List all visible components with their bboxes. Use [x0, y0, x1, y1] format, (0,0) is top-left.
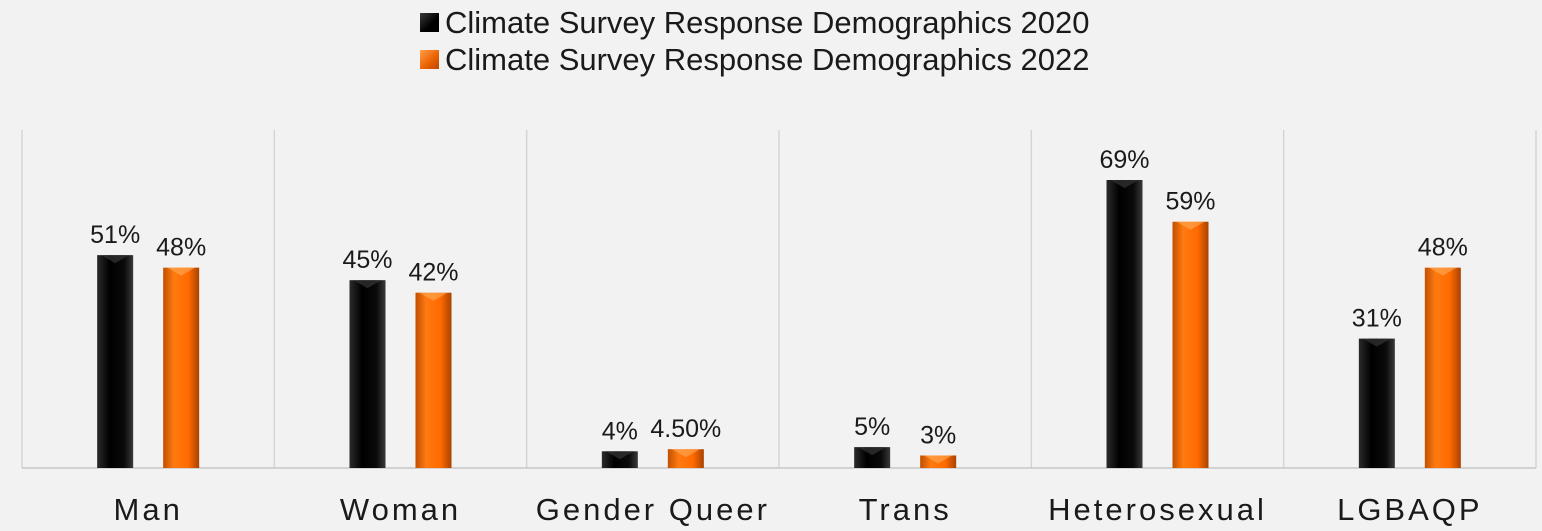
chart-legend: Climate Survey Response Demographics 202… [420, 4, 1089, 78]
data-label-2020: 31% [1352, 305, 1402, 333]
bar-2022[interactable] [1172, 221, 1209, 468]
bar-bevel [1362, 338, 1391, 347]
bar-2020[interactable] [349, 280, 386, 468]
data-label-2020: 51% [90, 221, 140, 249]
bar-bevel [924, 455, 953, 464]
bar-2020[interactable] [97, 255, 134, 468]
data-label-2022: 3% [920, 421, 956, 449]
data-label-2022: 42% [408, 259, 458, 287]
data-label-2020: 69% [1099, 146, 1149, 174]
category-label: Man [114, 492, 183, 527]
bar-bevel [167, 267, 196, 276]
legend-item-2022[interactable]: Climate Survey Response Demographics 202… [420, 41, 1089, 78]
bar-2020[interactable] [1106, 180, 1143, 468]
bar-2022[interactable] [163, 267, 200, 468]
bar-bevel [671, 449, 700, 458]
category-label: Heterosexual [1048, 492, 1267, 527]
legend-swatch-2022 [420, 50, 439, 69]
bar-2020[interactable] [601, 451, 638, 468]
bar-bevel [1176, 221, 1205, 230]
category-label: Trans [859, 492, 952, 527]
bar-2020[interactable] [1358, 338, 1395, 468]
legend-swatch-2020 [420, 13, 439, 32]
legend-label-2022: Climate Survey Response Demographics 202… [445, 42, 1090, 77]
bar-bevel [101, 255, 130, 264]
bar-2022[interactable] [415, 292, 452, 468]
bar-2022[interactable] [1424, 267, 1461, 468]
data-label-2020: 45% [342, 246, 392, 274]
category-label: Gender Queer [536, 492, 770, 527]
data-label-2022: 48% [156, 234, 206, 262]
legend-item-2020[interactable]: Climate Survey Response Demographics 202… [420, 4, 1089, 41]
data-label-2022: 59% [1165, 188, 1215, 216]
plot-area: 51% 48% Man 45% 42% Woman 4% 4.50% Gender Queer 5… [21, 130, 1537, 527]
data-label-2022: 4.50% [650, 415, 721, 443]
bar-bevel [605, 451, 634, 460]
data-label-2020: 4% [602, 417, 638, 445]
bar-2022[interactable] [667, 449, 704, 468]
legend-label-2020: Climate Survey Response Demographics 202… [445, 5, 1090, 40]
bar-bevel [858, 447, 887, 456]
data-label-2022: 48% [1418, 234, 1468, 262]
bar-bevel [353, 280, 382, 289]
data-label-2020: 5% [854, 413, 890, 441]
bar-bevel [1428, 267, 1457, 276]
bar-bevel [419, 292, 448, 301]
category-label: Woman [340, 492, 461, 527]
category-label: LGBAQP [1337, 492, 1483, 527]
bar-bevel [1110, 180, 1139, 188]
bar-2020[interactable] [854, 447, 891, 468]
